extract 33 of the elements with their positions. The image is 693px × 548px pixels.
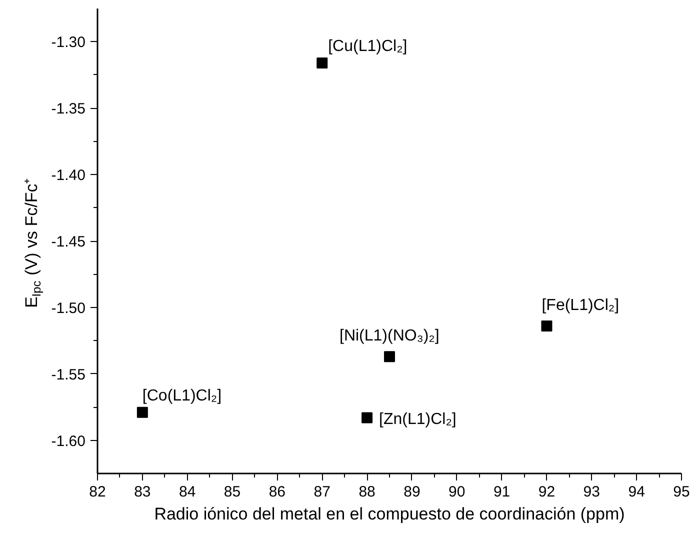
x-tick-label: 85 (224, 484, 241, 500)
x-tick-label: 86 (268, 484, 286, 500)
x-tick-label: 82 (89, 484, 106, 500)
x-tick-label: 83 (134, 484, 151, 500)
x-tick-label: 90 (448, 484, 466, 500)
y-tick-label: -1.40 (51, 167, 86, 184)
x-tick-label: 87 (314, 484, 330, 500)
y-tick-label: -1.30 (51, 34, 86, 52)
x-tick-label: 93 (583, 484, 600, 500)
x-axis-title: Radio iónico del metal en el compuesto de coordinación (ppm) (154, 504, 625, 524)
point (316, 57, 328, 68)
y-tick-label: -1.60 (51, 432, 86, 450)
x-tick-label: 94 (628, 484, 645, 500)
annotation: [Fe(L1)Cl₂] (542, 297, 620, 314)
point (136, 406, 148, 418)
y-tick-label: -1.45 (51, 234, 86, 250)
point (384, 351, 395, 362)
x-tick-label: 95 (673, 484, 690, 500)
annotation: [Co(L1)Cl₂] (142, 387, 222, 404)
annotation: [Cu(L1)Cl₂] (328, 38, 408, 55)
x-tick-label: 89 (404, 484, 420, 500)
x-tick-label: 92 (538, 484, 556, 500)
point (362, 412, 373, 424)
y-axis-title: EIpc (V) vs Fc/Fc⁺ (22, 178, 44, 308)
annotation: [Ni(L1)(NO₃)₂] (340, 328, 440, 345)
point (541, 320, 552, 332)
y-tick-label: -1.55 (51, 366, 86, 384)
annotation: [Zn(L1)Cl₂] (379, 411, 456, 428)
y-tick-label: -1.50 (51, 300, 86, 317)
y-tick-label: -1.35 (51, 100, 86, 118)
x-tick-label: 91 (493, 484, 510, 500)
x-tick-label: 84 (179, 484, 196, 500)
x-tick-label: 88 (358, 484, 376, 500)
